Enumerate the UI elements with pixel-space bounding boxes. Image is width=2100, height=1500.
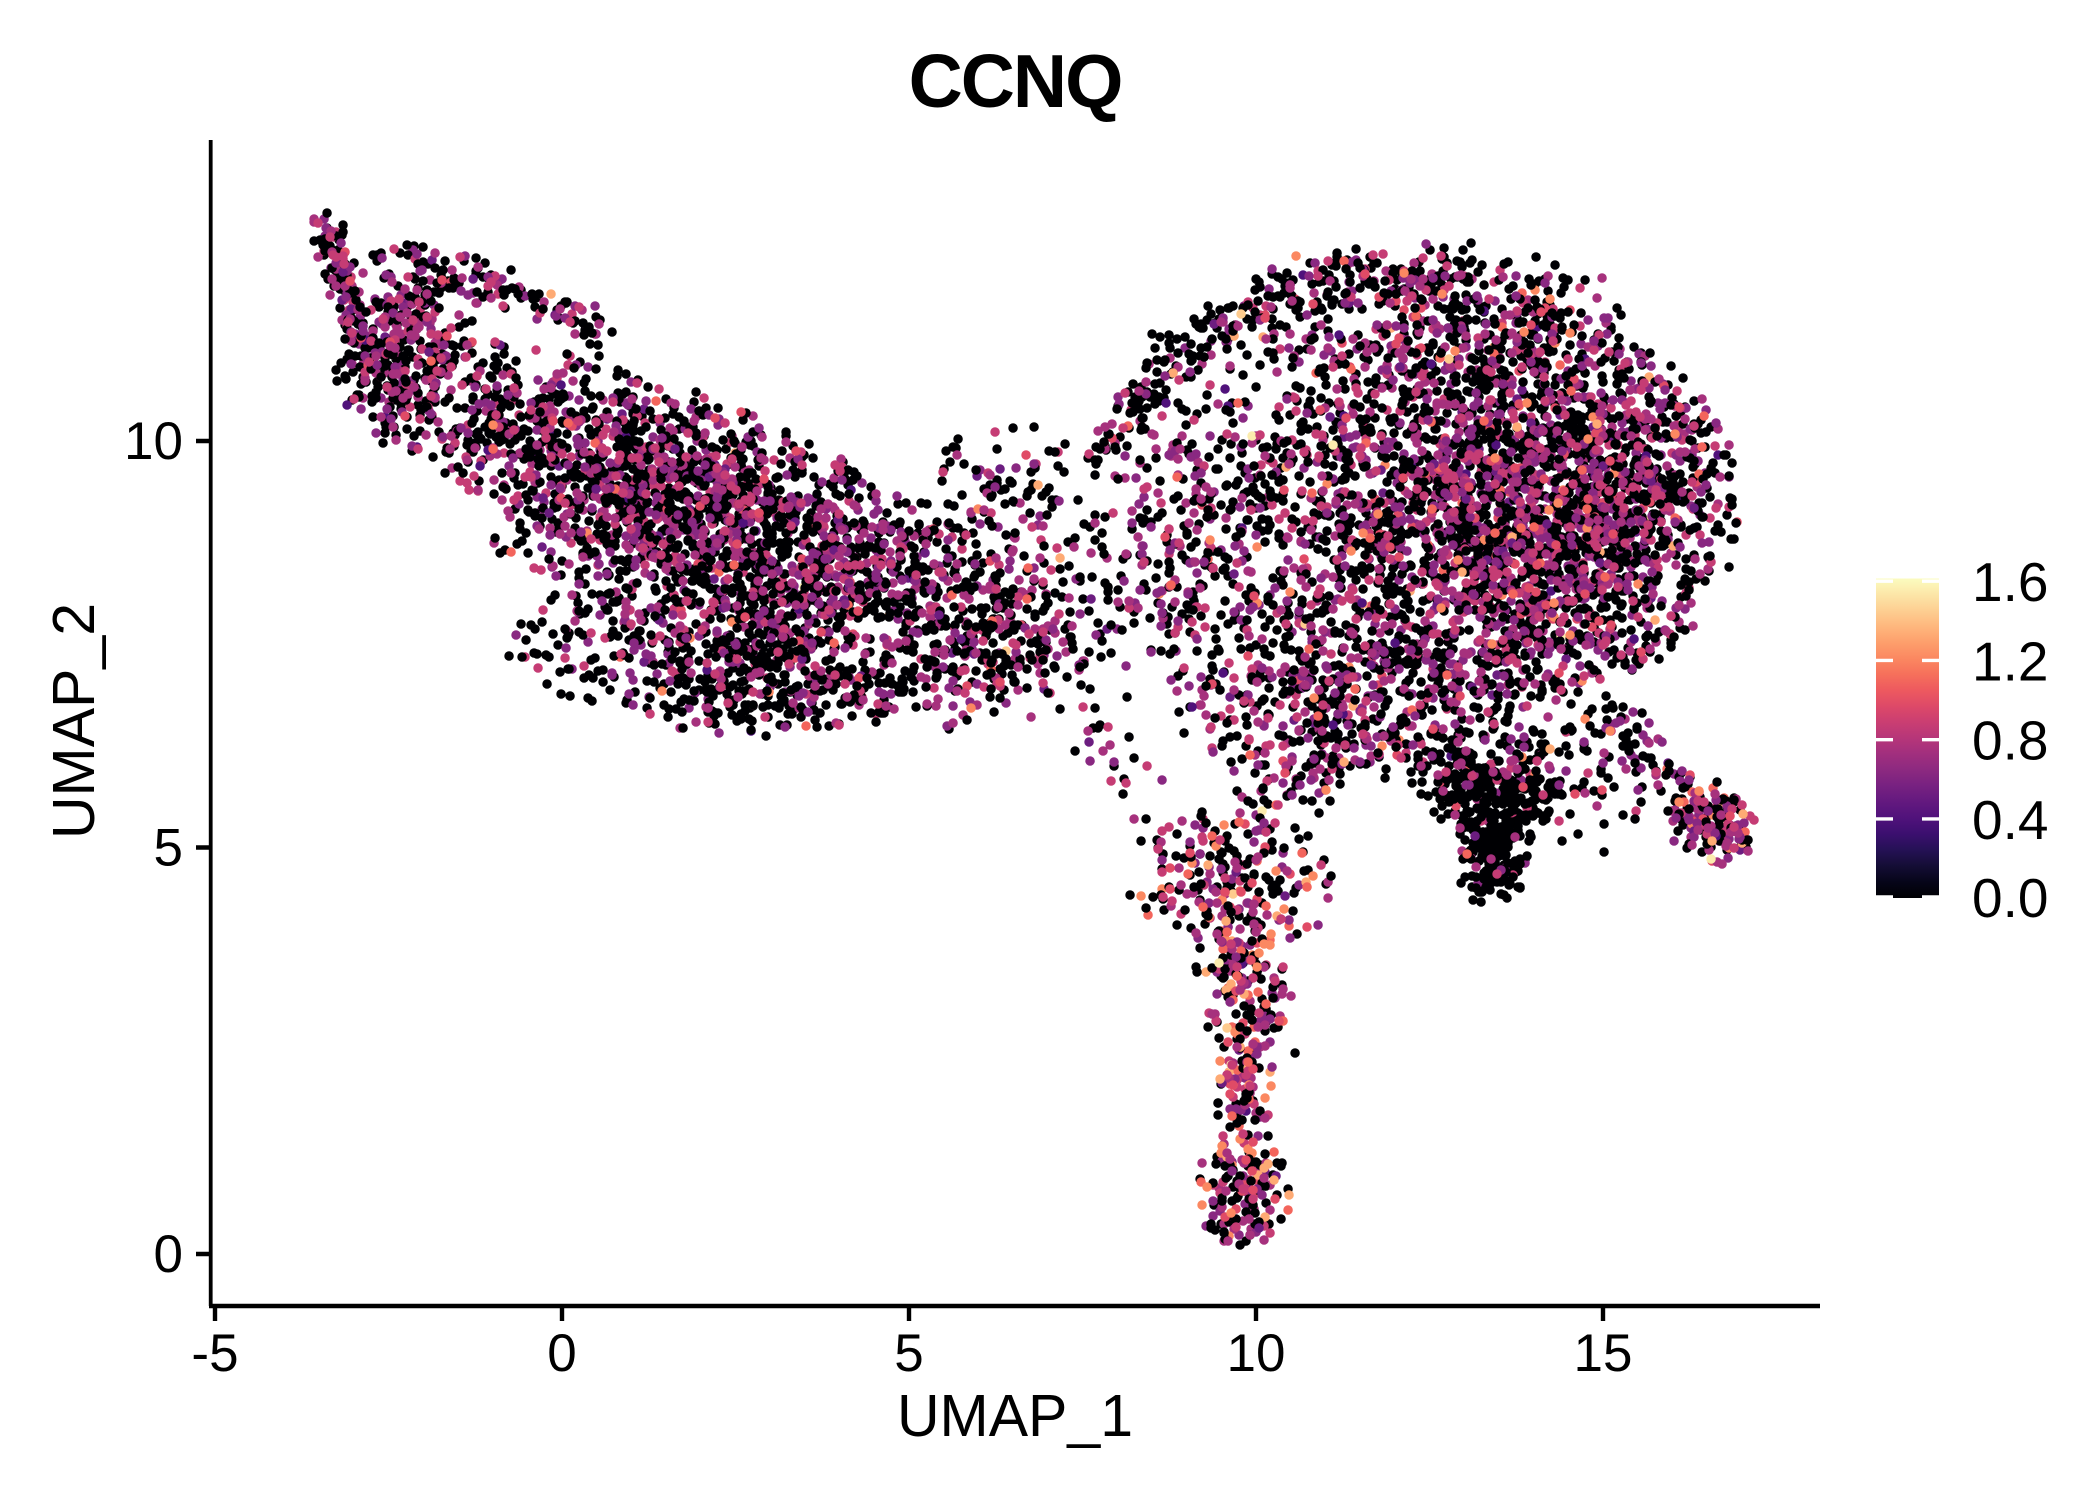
svg-text:10: 10 xyxy=(1227,1324,1286,1383)
svg-text:0.8: 0.8 xyxy=(1972,710,2048,772)
svg-text:5: 5 xyxy=(154,819,183,878)
svg-text:15: 15 xyxy=(1574,1324,1633,1383)
svg-text:UMAP_1: UMAP_1 xyxy=(897,1383,1133,1449)
svg-text:10: 10 xyxy=(124,412,183,471)
svg-text:1.6: 1.6 xyxy=(1972,551,2048,613)
svg-text:0.0: 0.0 xyxy=(1972,867,2048,929)
svg-text:1.2: 1.2 xyxy=(1972,630,2048,692)
svg-text:UMAP_2: UMAP_2 xyxy=(41,603,107,839)
svg-text:5: 5 xyxy=(894,1324,923,1383)
svg-text:0: 0 xyxy=(547,1324,576,1383)
svg-text:0: 0 xyxy=(154,1225,183,1284)
svg-text:0.4: 0.4 xyxy=(1972,789,2048,851)
svg-text:CCNQ: CCNQ xyxy=(909,39,1122,123)
svg-text:-5: -5 xyxy=(191,1324,238,1383)
